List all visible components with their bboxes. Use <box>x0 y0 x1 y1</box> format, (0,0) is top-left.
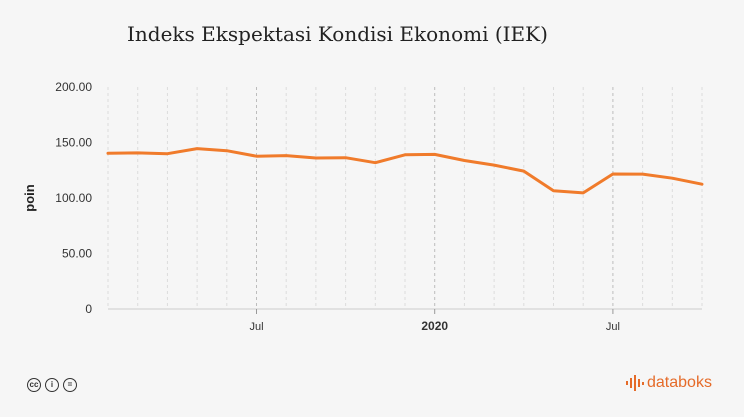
data-point[interactable] <box>104 149 112 157</box>
series-line <box>106 147 704 195</box>
data-point[interactable] <box>312 154 320 162</box>
data-point[interactable] <box>609 170 617 178</box>
license-icons: cc i = <box>27 378 77 392</box>
x-tick-label: Jul <box>249 321 263 333</box>
data-point[interactable] <box>698 180 706 188</box>
x-tick-label: Jul <box>606 321 620 333</box>
data-point[interactable] <box>223 147 231 155</box>
nd-icon: = <box>63 378 77 392</box>
data-point[interactable] <box>579 189 587 197</box>
data-point[interactable] <box>371 159 379 167</box>
data-point[interactable] <box>253 152 261 160</box>
data-point[interactable] <box>282 152 290 160</box>
y-tick-label: 50.00 <box>62 247 92 261</box>
data-point[interactable] <box>431 150 439 158</box>
y-tick-label: 100.00 <box>55 191 92 205</box>
grid <box>107 87 703 309</box>
y-axis-label: poin <box>22 184 37 211</box>
brand-logo[interactable]: databoks <box>626 374 712 392</box>
x-tick-label: 2020 <box>421 319 448 333</box>
databoks-logo-icon <box>626 375 644 391</box>
cc-icon: cc <box>27 378 41 392</box>
data-point[interactable] <box>193 145 201 153</box>
axes: 0 50.00 100.00 150.00 200.00 Jul 2020 Jul <box>55 80 702 333</box>
y-tick-label: 150.00 <box>55 136 92 150</box>
data-point[interactable] <box>134 149 142 157</box>
data-point[interactable] <box>639 170 647 178</box>
y-tick-label: 200.00 <box>55 80 92 94</box>
chart-title: Indeks Ekspektasi Kondisi Ekonomi (IEK) <box>127 22 548 46</box>
data-point[interactable] <box>342 154 350 162</box>
data-point[interactable] <box>668 174 676 182</box>
brand-name: databoks <box>647 374 712 391</box>
data-point[interactable] <box>520 167 528 175</box>
by-icon: i <box>45 378 59 392</box>
data-point[interactable] <box>163 150 171 158</box>
y-tick-label: 0 <box>85 302 92 316</box>
data-point[interactable] <box>490 161 498 169</box>
series-layer <box>104 145 706 197</box>
data-point[interactable] <box>550 187 558 195</box>
data-point[interactable] <box>460 156 468 164</box>
data-point[interactable] <box>401 151 409 159</box>
